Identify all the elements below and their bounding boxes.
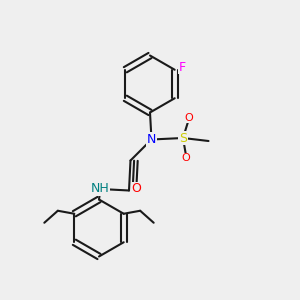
Text: N: N bbox=[147, 133, 156, 146]
Text: F: F bbox=[178, 61, 186, 74]
Text: NH: NH bbox=[91, 182, 110, 196]
Text: O: O bbox=[132, 182, 141, 196]
Text: O: O bbox=[184, 112, 193, 123]
Text: O: O bbox=[182, 153, 190, 164]
Text: S: S bbox=[179, 131, 187, 145]
